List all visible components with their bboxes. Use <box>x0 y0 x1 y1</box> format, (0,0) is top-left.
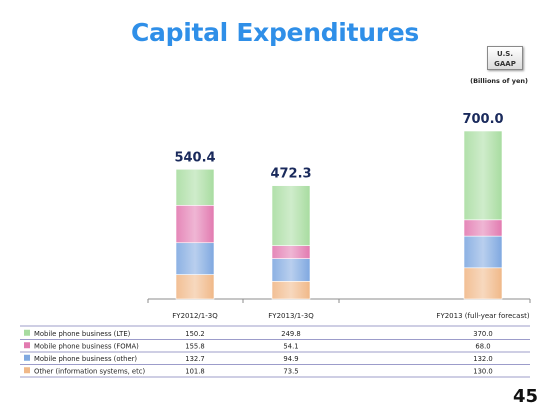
legend-swatch <box>24 342 30 349</box>
bar-total-label: 540.4 <box>174 150 215 165</box>
table-cell-value: 130.0 <box>473 367 492 375</box>
table-cell-value: 101.8 <box>185 367 204 375</box>
gaap-badge-text: U.S. GAAP <box>494 50 516 68</box>
bar-segment <box>463 219 503 237</box>
table-cell-value: 73.5 <box>283 367 298 375</box>
table-cell-value: 68.0 <box>475 342 490 350</box>
table-cell-value: 249.8 <box>281 330 300 338</box>
unit-note: (Billions of yen) <box>470 77 528 85</box>
bar-total-label: 472.3 <box>270 167 311 182</box>
bar-segment <box>463 130 503 221</box>
bar-segment <box>271 281 311 300</box>
bar-segment <box>271 245 311 259</box>
bar-segment <box>271 185 311 246</box>
x-tick-label: FY2013/1-3Q <box>268 312 314 320</box>
table-cell-value: 370.0 <box>473 330 492 338</box>
bar-segment <box>175 242 215 275</box>
legend-swatch <box>24 367 30 374</box>
table-cell-value: 94.9 <box>283 355 298 363</box>
bar-segment <box>175 274 215 300</box>
table-cell-value: 54.1 <box>283 342 298 350</box>
table-cell-value: 155.8 <box>185 342 204 350</box>
bar-segment <box>271 258 311 282</box>
legend-label: Mobile phone business (LTE) <box>34 330 131 338</box>
gaap-badge: U.S. GAAP <box>487 46 523 70</box>
legend-swatch <box>24 354 30 361</box>
bar-segment <box>463 267 503 300</box>
table-cell-value: 132.7 <box>185 355 204 363</box>
legend-swatch <box>24 329 30 336</box>
bar-segment <box>463 235 503 269</box>
bar-segment <box>175 168 215 206</box>
page-number: 45 <box>512 386 538 407</box>
x-tick-label: FY2012/1-3Q <box>172 312 218 320</box>
bar-total-label: 700.0 <box>462 112 503 127</box>
table-cell-value: 132.0 <box>473 355 492 363</box>
legend-label: Mobile phone business (FOMA) <box>34 342 139 350</box>
legend-label: Other (information systems, etc) <box>34 367 146 375</box>
page-title: Capital Expenditures <box>130 18 419 47</box>
legend-label: Mobile phone business (other) <box>34 355 137 363</box>
bar-segment <box>175 205 215 244</box>
x-tick-label: FY2013 (full-year forecast) <box>436 312 529 320</box>
table-cell-value: 150.2 <box>185 330 204 338</box>
